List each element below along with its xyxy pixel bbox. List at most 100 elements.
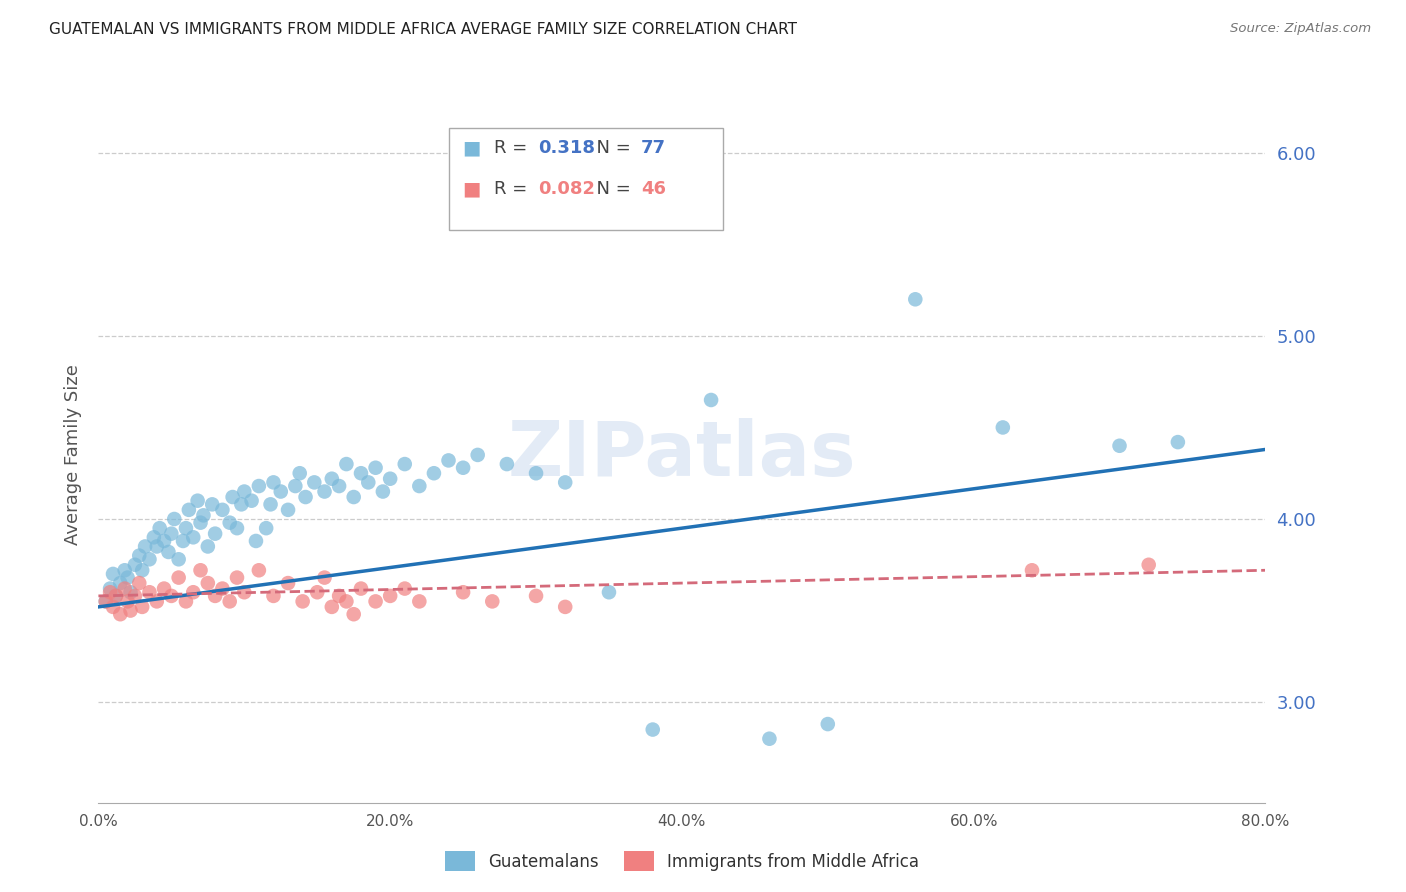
Text: ■: ■ (463, 179, 481, 198)
Point (128, 576, 150, 591)
Text: ZIPatlas: ZIPatlas (508, 418, 856, 491)
Point (371, 484, 394, 499)
Point (294, 490, 316, 504)
Text: GUATEMALAN VS IMMIGRANTS FROM MIDDLE AFRICA AVERAGE FAMILY SIZE CORRELATION CHAR: GUATEMALAN VS IMMIGRANTS FROM MIDDLE AFR… (49, 22, 797, 37)
Point (245, 533, 267, 548)
Point (104, 589, 127, 603)
Point (554, 475, 576, 490)
Point (1137, 558, 1160, 572)
Point (131, 599, 153, 614)
Legend: Guatemalans, Immigrants from Middle Africa: Guatemalans, Immigrants from Middle Afri… (439, 845, 925, 878)
Text: Source: ZipAtlas.com: Source: ZipAtlas.com (1230, 22, 1371, 36)
Point (146, 594, 169, 608)
Point (277, 576, 299, 591)
Point (277, 503, 299, 517)
Point (304, 475, 326, 490)
Point (138, 585, 160, 599)
Point (146, 540, 169, 554)
Point (247, 479, 270, 493)
Point (364, 594, 387, 608)
Point (451, 460, 474, 475)
Point (177, 503, 200, 517)
Point (554, 599, 576, 614)
Point (153, 533, 176, 548)
Text: N =: N = (585, 179, 637, 197)
Point (114, 563, 136, 577)
Point (321, 472, 343, 486)
Point (262, 475, 284, 490)
Point (167, 552, 190, 566)
Point (904, 293, 927, 307)
Point (94, 594, 117, 608)
Point (167, 571, 190, 585)
Point (128, 549, 150, 563)
Text: 46: 46 (641, 179, 666, 197)
Point (104, 589, 127, 603)
Text: 77: 77 (641, 138, 666, 156)
Point (437, 453, 460, 467)
Text: R =: R = (494, 138, 533, 156)
Point (226, 521, 249, 535)
Point (190, 516, 212, 530)
Point (218, 594, 240, 608)
Point (284, 479, 307, 493)
Point (288, 467, 311, 481)
Point (335, 457, 357, 471)
Point (307, 585, 329, 599)
Point (197, 540, 219, 554)
Point (328, 479, 350, 493)
Point (114, 582, 136, 596)
Point (254, 521, 277, 535)
Point (98, 585, 121, 599)
Point (270, 484, 292, 499)
Point (211, 582, 233, 596)
Point (131, 563, 153, 577)
Point (94, 594, 117, 608)
Point (991, 420, 1014, 434)
Point (190, 563, 212, 577)
Point (181, 530, 204, 544)
Point (174, 521, 197, 535)
Point (335, 594, 357, 608)
Point (193, 508, 215, 523)
Point (233, 484, 256, 499)
Point (231, 497, 253, 511)
Point (262, 589, 284, 603)
Point (157, 545, 180, 559)
Point (394, 582, 416, 596)
Point (117, 594, 139, 608)
Point (201, 497, 224, 511)
Point (110, 607, 132, 622)
Point (233, 585, 256, 599)
Point (700, 392, 723, 407)
Point (142, 530, 165, 544)
Point (343, 607, 366, 622)
Point (101, 599, 124, 614)
Text: 0.082: 0.082 (538, 179, 596, 197)
Point (172, 533, 194, 548)
Point (211, 503, 233, 517)
Point (343, 490, 366, 504)
Point (187, 493, 209, 508)
Point (160, 526, 183, 541)
Point (163, 512, 186, 526)
Point (758, 731, 780, 746)
Point (197, 576, 219, 591)
Point (101, 566, 124, 581)
Point (350, 582, 373, 596)
Point (408, 594, 430, 608)
Point (181, 585, 204, 599)
Point (364, 460, 387, 475)
Point (153, 582, 176, 596)
Y-axis label: Average Family Size: Average Family Size (63, 365, 82, 545)
Point (240, 493, 263, 508)
Point (259, 497, 281, 511)
Point (481, 594, 503, 608)
Point (247, 563, 270, 577)
Point (221, 490, 243, 504)
Point (641, 723, 664, 737)
Point (134, 540, 156, 554)
Point (378, 589, 402, 603)
Point (120, 603, 142, 617)
Point (328, 589, 350, 603)
